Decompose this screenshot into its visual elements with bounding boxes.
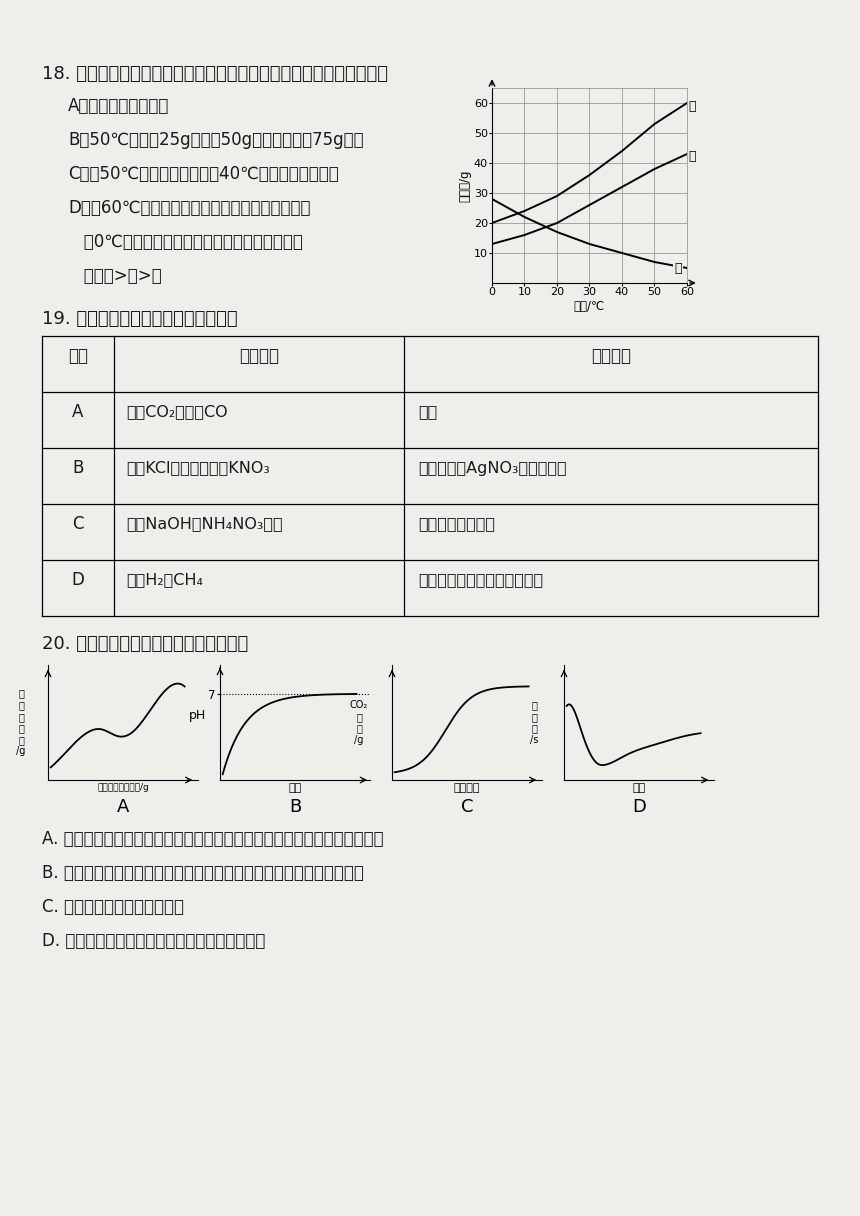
Text: 溶
质
总
质
量
/g: 溶 质 总 质 量 /g (16, 688, 26, 756)
X-axis label: 氢氧化钠溶液质量/g: 氢氧化钠溶液质量/g (97, 783, 149, 792)
X-axis label: 时间: 时间 (632, 783, 646, 793)
Text: C．将50℃时甲的溶液降温至40℃，一定会析出晶体: C．将50℃时甲的溶液降温至40℃，一定会析出晶体 (68, 165, 339, 182)
Text: B: B (289, 798, 301, 816)
Text: 点燃，在火焰上方罩干冷烧杯: 点燃，在火焰上方罩干冷烧杯 (418, 573, 544, 587)
Text: A．甲的溶解度大于乙: A．甲的溶解度大于乙 (68, 97, 169, 116)
Text: 20. 下列坐标图与对应的叙述相符合的是: 20. 下列坐标图与对应的叙述相符合的是 (42, 635, 249, 653)
Text: 加水后测温度变化: 加水后测温度变化 (418, 517, 495, 531)
Text: A. 向硫酸和硫酸铜的混合溶液中逐滴加入一定溶质质量分数的氢氧化钠溶液: A. 向硫酸和硫酸铜的混合溶液中逐滴加入一定溶质质量分数的氢氧化钠溶液 (42, 831, 384, 848)
Text: 除去CO₂中少量CO: 除去CO₂中少量CO (126, 405, 228, 420)
Text: D．将60℃的甲、乙、丙三种物质的饱和溶液降温: D．将60℃的甲、乙、丙三种物质的饱和溶液降温 (68, 199, 310, 216)
Text: 18. 如图是甲、乙、丙三种固体物质的溶解度曲线。下列说法正确的是: 18. 如图是甲、乙、丙三种固体物质的溶解度曲线。下列说法正确的是 (42, 64, 388, 83)
X-axis label: 温度/℃: 温度/℃ (574, 300, 605, 313)
Text: 19. 下列实验操作能达到实验目的的是: 19. 下列实验操作能达到实验目的的是 (42, 310, 237, 328)
Text: 鉴别H₂和CH₄: 鉴别H₂和CH₄ (126, 573, 203, 587)
Text: C. 高温煅烧一定质量的石灰石: C. 高温煅烧一定质量的石灰石 (42, 897, 184, 916)
Text: A: A (117, 798, 129, 816)
Text: D: D (632, 798, 646, 816)
Text: 甲: 甲 (689, 100, 696, 113)
Text: C: C (72, 516, 83, 533)
Text: 丙: 丙 (674, 261, 681, 275)
Text: B: B (72, 458, 83, 477)
Text: A: A (72, 402, 83, 421)
Text: CO₂
质
量
/g: CO₂ 质 量 /g (350, 700, 368, 745)
X-axis label: 加热时间: 加热时间 (454, 783, 480, 793)
Text: 至0℃，所得溶液中溶质质量分数由大到小的顺: 至0℃，所得溶液中溶质质量分数由大到小的顺 (68, 233, 303, 250)
Text: D: D (71, 572, 84, 589)
Y-axis label: pH: pH (188, 709, 206, 722)
Text: 实验操作: 实验操作 (591, 347, 631, 365)
Text: 乙: 乙 (689, 151, 696, 163)
Text: 点燃: 点燃 (418, 405, 437, 420)
Text: 鉴别NaOH和NH₄NO₃固体: 鉴别NaOH和NH₄NO₃固体 (126, 517, 283, 531)
Text: B．50℃时，将25g乙加入50g水中，可形成75g溶液: B．50℃时，将25g乙加入50g水中，可形成75g溶液 (68, 131, 364, 150)
Text: 加入适量的AgNO₃溶液，过滤: 加入适量的AgNO₃溶液，过滤 (418, 461, 567, 475)
Text: 除去KCl溶液中少量的KNO₃: 除去KCl溶液中少量的KNO₃ (126, 461, 270, 475)
Text: D. 向一定量的饱和氢氧化钙溶液中加少量氧化钙: D. 向一定量的饱和氢氧化钙溶液中加少量氧化钙 (42, 931, 266, 950)
X-axis label: 时间: 时间 (288, 783, 302, 793)
Text: 选项: 选项 (68, 347, 88, 365)
Text: 溶
解
度
/s: 溶 解 度 /s (530, 700, 538, 745)
Y-axis label: 溶解度/g: 溶解度/g (458, 169, 471, 202)
Text: B. 向一定质量的稀盐酸中逐滴加入等质量、等质量分数的氢氧化钠溶液: B. 向一定质量的稀盐酸中逐滴加入等质量、等质量分数的氢氧化钠溶液 (42, 865, 364, 882)
Text: 实验目的: 实验目的 (239, 347, 279, 365)
Text: C: C (461, 798, 473, 816)
Text: 序为乙>甲>丙: 序为乙>甲>丙 (68, 268, 162, 285)
